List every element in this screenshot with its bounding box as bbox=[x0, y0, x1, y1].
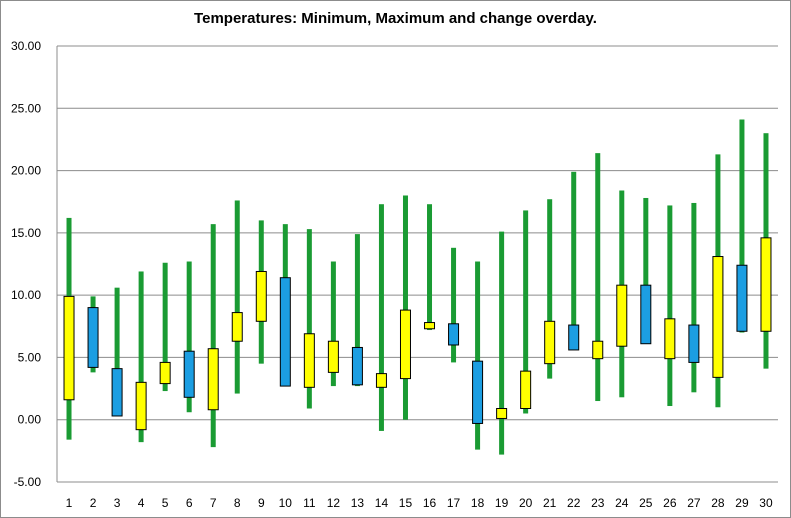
candle-body-day-28 bbox=[712, 256, 724, 378]
candle-body-day-16 bbox=[424, 322, 436, 330]
wick-day-3 bbox=[114, 287, 120, 416]
x-tick-label: 25 bbox=[639, 496, 653, 510]
x-tick-label: 16 bbox=[423, 496, 437, 510]
candle-body-day-25 bbox=[640, 284, 652, 345]
x-tick-label: 8 bbox=[234, 496, 241, 510]
wick-day-7 bbox=[210, 224, 216, 448]
x-tick-label: 17 bbox=[447, 496, 461, 510]
candle-body-day-30 bbox=[760, 237, 772, 332]
x-tick-label: 10 bbox=[279, 496, 293, 510]
candle-body-day-27 bbox=[688, 324, 700, 363]
wick-day-13 bbox=[354, 234, 360, 387]
wick-day-22 bbox=[571, 171, 577, 350]
wick-day-23 bbox=[595, 153, 601, 402]
y-tick-label: 0.00 bbox=[18, 413, 42, 427]
wick-day-20 bbox=[523, 210, 529, 414]
x-tick-label: 21 bbox=[543, 496, 557, 510]
x-tick-label: 4 bbox=[138, 496, 145, 510]
x-tick-label: 2 bbox=[90, 496, 97, 510]
candle-body-day-23 bbox=[592, 340, 604, 360]
x-tick-label: 1 bbox=[66, 496, 73, 510]
candle-body-day-14 bbox=[375, 373, 387, 388]
wick-day-21 bbox=[547, 199, 553, 379]
x-tick-label: 29 bbox=[735, 496, 749, 510]
y-tick-label: 5.00 bbox=[18, 350, 42, 364]
candle-body-day-7 bbox=[207, 348, 219, 411]
candle-bodies bbox=[63, 237, 772, 431]
candle-body-day-26 bbox=[664, 318, 676, 360]
x-tick-label: 11 bbox=[303, 496, 316, 510]
candle-body-day-11 bbox=[303, 333, 315, 388]
candle-body-day-3 bbox=[111, 368, 123, 417]
wick-day-27 bbox=[691, 202, 697, 393]
candle-body-day-6 bbox=[183, 350, 195, 398]
x-axis-tick-labels: 1 2 3 4 5 6 7 8 9 10 11 12 13 14 15 16 17 18 19 20 21 22 23 24 2… bbox=[66, 496, 773, 510]
candle-body-day-20 bbox=[520, 370, 532, 410]
y-tick-label: 10.00 bbox=[11, 288, 41, 302]
wick-day-19 bbox=[499, 231, 505, 455]
y-tick-label: 30.00 bbox=[11, 39, 41, 53]
y-tick-label: 25.00 bbox=[11, 101, 41, 115]
wicks bbox=[66, 119, 769, 455]
wick-day-12 bbox=[330, 261, 336, 387]
y-tick-label: -5.00 bbox=[14, 475, 42, 489]
wick-day-25 bbox=[643, 197, 649, 344]
x-tick-label: 18 bbox=[471, 496, 485, 510]
x-tick-label: 30 bbox=[759, 496, 773, 510]
x-tick-label: 20 bbox=[519, 496, 533, 510]
wick-day-17 bbox=[451, 247, 457, 363]
candle-body-day-17 bbox=[448, 323, 460, 346]
x-tick-label: 19 bbox=[495, 496, 509, 510]
gridlines bbox=[56, 45, 778, 483]
wick-day-29 bbox=[739, 119, 745, 333]
x-tick-label: 14 bbox=[375, 496, 389, 510]
wick-day-8 bbox=[234, 200, 240, 394]
candle-body-day-22 bbox=[568, 324, 580, 351]
candle-body-day-18 bbox=[472, 360, 484, 424]
y-axis-tick-labels: -5.00 0.00 5.00 10.00 15.00 20.00 25.00 30.00 bbox=[11, 39, 41, 489]
x-tick-label: 26 bbox=[663, 496, 677, 510]
x-tick-label: 23 bbox=[591, 496, 605, 510]
x-tick-label: 7 bbox=[210, 496, 217, 510]
candle-body-day-1 bbox=[63, 295, 75, 401]
candle-body-day-29 bbox=[736, 264, 748, 332]
wick-day-6 bbox=[186, 261, 192, 413]
candle-body-day-21 bbox=[544, 320, 556, 365]
candle-body-day-15 bbox=[399, 309, 411, 380]
wick-day-18 bbox=[475, 261, 481, 450]
y-tick-label: 20.00 bbox=[11, 164, 41, 178]
x-tick-label: 6 bbox=[186, 496, 193, 510]
wick-day-14 bbox=[378, 204, 384, 431]
x-tick-label: 13 bbox=[351, 496, 365, 510]
x-tick-label: 15 bbox=[399, 496, 413, 510]
candle-body-day-13 bbox=[351, 346, 363, 386]
candle-body-day-12 bbox=[327, 340, 339, 373]
chart-title: Temperatures: Minimum, Maximum and chang… bbox=[194, 10, 597, 27]
wick-day-15 bbox=[402, 195, 408, 420]
candle-body-day-10 bbox=[279, 277, 291, 387]
wick-day-26 bbox=[667, 205, 673, 407]
wick-day-16 bbox=[427, 204, 433, 331]
x-tick-label: 27 bbox=[687, 496, 701, 510]
candle-body-day-8 bbox=[231, 312, 243, 342]
x-tick-label: 22 bbox=[567, 496, 581, 510]
candle-body-day-9 bbox=[255, 270, 267, 322]
candle-body-day-19 bbox=[496, 408, 508, 419]
x-tick-label: 24 bbox=[615, 496, 629, 510]
wick-day-4 bbox=[138, 271, 144, 443]
candle-body-day-2 bbox=[87, 307, 99, 368]
y-tick-label: 15.00 bbox=[11, 226, 41, 240]
candle-body-day-24 bbox=[616, 284, 628, 347]
x-tick-label: 9 bbox=[258, 496, 265, 510]
wick-day-5 bbox=[162, 262, 168, 392]
x-tick-label: 28 bbox=[711, 496, 725, 510]
wick-day-11 bbox=[306, 229, 312, 409]
candle-body-day-5 bbox=[159, 361, 171, 385]
candle-body-day-4 bbox=[135, 381, 147, 431]
x-tick-label: 12 bbox=[327, 496, 341, 510]
x-tick-label: 5 bbox=[162, 496, 169, 510]
x-tick-label: 3 bbox=[114, 496, 121, 510]
